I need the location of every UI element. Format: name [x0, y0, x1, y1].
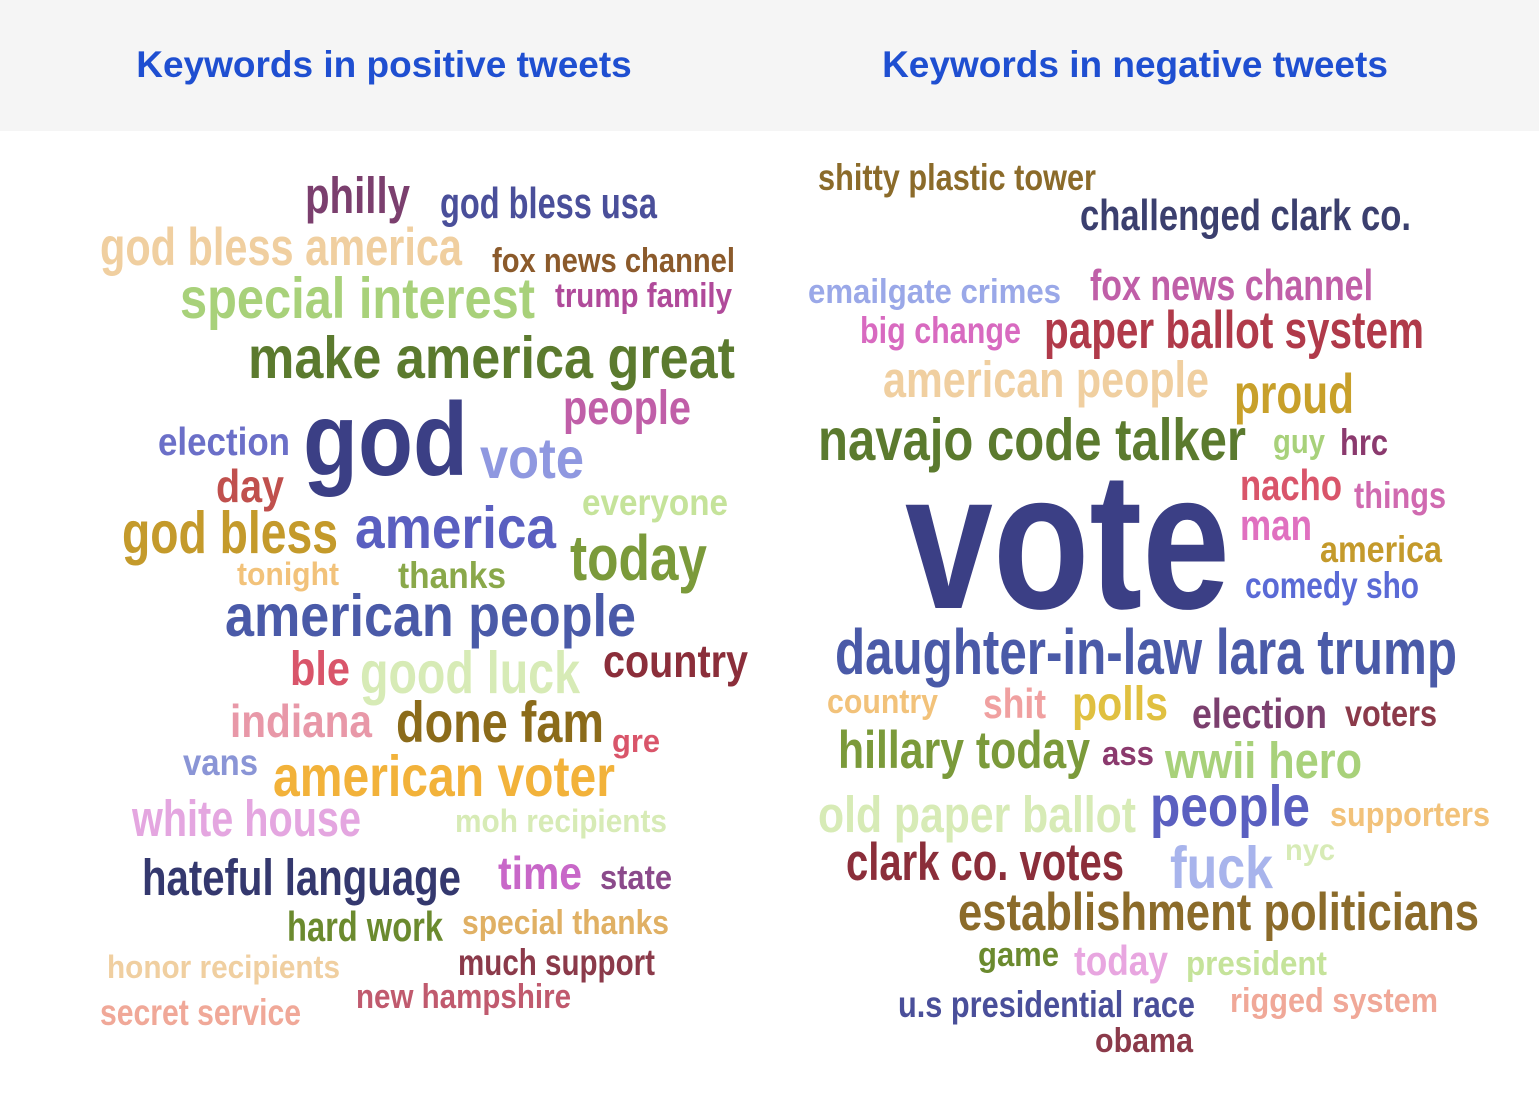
keyword: wwii hero	[1164, 732, 1362, 789]
keyword: vans	[183, 742, 258, 783]
keyword: things	[1354, 475, 1446, 516]
keyword: god	[303, 381, 468, 497]
keyword: navajo code talker	[818, 406, 1246, 473]
keyword: special interest	[180, 267, 535, 331]
keyword: shitty plastic tower	[818, 157, 1096, 198]
keyword: establishment politicians	[958, 883, 1479, 942]
keyword: american voter	[273, 745, 615, 809]
keyword: good luck	[360, 639, 581, 706]
keyword: america	[355, 494, 557, 561]
keyword: today	[570, 522, 707, 594]
keyword: thanks	[398, 555, 506, 596]
keyword: nacho	[1240, 461, 1342, 510]
keyword: hillary today	[838, 721, 1090, 780]
keyword: today	[1074, 938, 1168, 984]
keyword: moh recipients	[455, 803, 667, 839]
keyword: time	[498, 847, 582, 899]
keyword: gre	[612, 723, 660, 759]
keyword: vote	[905, 432, 1230, 650]
keyword: make america great	[248, 324, 735, 391]
keyword: election	[1192, 691, 1327, 737]
keyword: america	[1320, 529, 1442, 570]
keyword: old paper ballot	[818, 786, 1136, 843]
keyword: game	[978, 936, 1059, 974]
keyword: god bless america	[100, 218, 462, 277]
panel-title: Keywords in negative tweets	[882, 44, 1388, 85]
keyword: indiana	[230, 695, 372, 747]
keyword: god bless	[122, 499, 338, 566]
keyword: proud	[1234, 363, 1354, 425]
keyword: challenged clark co.	[1080, 191, 1411, 240]
panel-title: Keywords in positive tweets	[136, 44, 632, 85]
keyword: clark co. votes	[846, 833, 1124, 892]
keyword: people	[563, 381, 691, 435]
keyword: done fam	[396, 691, 604, 755]
keyword: day	[216, 460, 284, 512]
keyword: shit	[983, 681, 1046, 727]
keyword: guy	[1273, 423, 1325, 461]
keyword: country	[603, 635, 748, 687]
keyword: rigged system	[1230, 982, 1438, 1020]
keyword: hard work	[287, 904, 444, 950]
keyword: secret service	[100, 992, 301, 1033]
keyword: big change	[860, 310, 1021, 351]
keyword: comedy sho	[1245, 565, 1419, 606]
keyword: vote	[480, 427, 584, 491]
keyword: american people	[225, 582, 636, 649]
keyword: hateful language	[142, 849, 461, 906]
keyword: white house	[131, 790, 361, 847]
keyword: everyone	[582, 482, 728, 523]
keyword: election	[158, 421, 290, 464]
keyword: tonight	[237, 556, 339, 592]
keyword: emailgate crimes	[808, 273, 1061, 311]
keyword: ble	[290, 642, 350, 696]
header: Keywords in positive tweets Keywords in …	[0, 0, 1539, 131]
keyword: special thanks	[462, 904, 669, 942]
keyword: philly	[305, 167, 410, 224]
keyword: new hampshire	[356, 978, 571, 1016]
keyword: daughter-in-law lara trump	[835, 616, 1457, 688]
keyword: god bless usa	[440, 179, 658, 228]
keyword: polls	[1072, 677, 1168, 731]
keyword: u.s presidential race	[898, 984, 1195, 1025]
keyword: american people	[883, 351, 1209, 408]
keyword: paper ballot system	[1044, 301, 1424, 360]
keyword: people	[1150, 775, 1310, 839]
keyword: obama	[1095, 1022, 1194, 1060]
keyword: man	[1240, 501, 1312, 550]
keyword: fox news channel	[1090, 261, 1373, 310]
keyword: hrc	[1340, 422, 1388, 463]
keyword: ass	[1102, 735, 1154, 773]
keyword: much support	[458, 942, 655, 983]
keyword: president	[1186, 945, 1327, 983]
keyword: honor recipients	[107, 949, 340, 985]
keyword: nyc	[1285, 834, 1335, 867]
keyword: trump family	[555, 277, 732, 315]
keyword: supporters	[1330, 796, 1490, 834]
keyword: country	[827, 683, 938, 721]
keyword: fuck	[1170, 834, 1274, 901]
keyword: state	[600, 859, 672, 897]
keyword: voters	[1345, 693, 1437, 734]
keyword: fox news channel	[492, 242, 735, 280]
